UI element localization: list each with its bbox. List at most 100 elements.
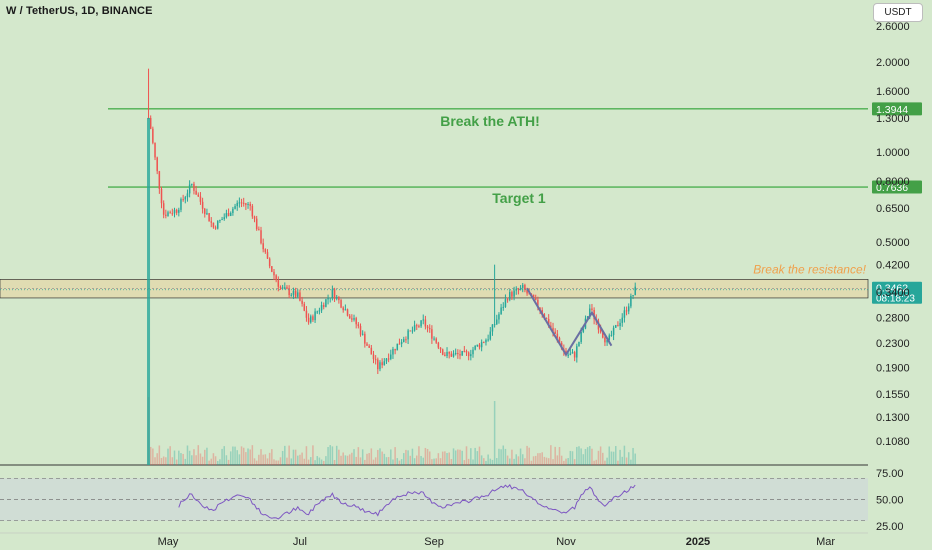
volume-bar bbox=[426, 448, 429, 465]
volume-bar bbox=[424, 447, 427, 465]
candle-body bbox=[519, 287, 522, 290]
candle-body bbox=[487, 339, 489, 341]
volume-bar bbox=[543, 456, 546, 465]
candle-body bbox=[206, 213, 208, 215]
candle-body bbox=[258, 229, 260, 231]
candle-body bbox=[234, 206, 236, 209]
y-tick-label: 0.6500 bbox=[876, 203, 910, 215]
volume-bar bbox=[478, 446, 481, 465]
currency-button[interactable]: USDT bbox=[873, 3, 923, 22]
candle-body bbox=[184, 197, 187, 200]
volume-bar bbox=[325, 456, 327, 465]
volume-bar bbox=[242, 447, 245, 465]
volume-bar bbox=[459, 449, 461, 465]
volume-bar bbox=[199, 453, 202, 465]
volume-bar bbox=[498, 448, 500, 465]
volume-bar bbox=[556, 455, 559, 465]
candle-body bbox=[511, 292, 513, 297]
candle-body bbox=[409, 330, 412, 332]
volume-bar bbox=[195, 455, 197, 465]
candle-body bbox=[576, 346, 578, 358]
candle-body bbox=[294, 290, 297, 297]
candle-body bbox=[329, 297, 331, 299]
candle-body bbox=[158, 171, 161, 189]
volume-bar bbox=[355, 456, 357, 465]
candle-body bbox=[558, 337, 561, 343]
volume-bar bbox=[617, 460, 619, 465]
candle-body bbox=[571, 352, 574, 354]
volume-bar bbox=[219, 459, 221, 465]
volume-bar bbox=[491, 459, 494, 465]
volume-bar bbox=[342, 452, 344, 465]
level-price-text: 0.7636 bbox=[876, 182, 908, 194]
trendline bbox=[526, 287, 613, 357]
candle-body bbox=[223, 217, 225, 220]
volume-bar bbox=[524, 458, 526, 465]
candle-body bbox=[398, 343, 401, 345]
volume-bar bbox=[599, 446, 602, 465]
volume-bar bbox=[420, 455, 422, 465]
volume-bar bbox=[552, 459, 554, 465]
volume-bar bbox=[292, 449, 295, 465]
candle-body bbox=[290, 294, 293, 296]
candle-body bbox=[255, 218, 258, 230]
candle-body bbox=[450, 353, 453, 357]
volume-bar bbox=[435, 458, 437, 465]
volume-bar bbox=[188, 450, 191, 465]
candle-body bbox=[195, 190, 197, 195]
candle-body bbox=[424, 319, 427, 327]
candle-body bbox=[355, 318, 357, 325]
candle-body bbox=[623, 310, 626, 318]
candle-body bbox=[573, 352, 576, 358]
x-tick-label: Nov bbox=[556, 536, 576, 548]
volume-bar bbox=[591, 448, 593, 465]
candle-body bbox=[403, 339, 405, 342]
candle-body bbox=[634, 286, 636, 296]
candle-body bbox=[586, 316, 589, 319]
volume-bar bbox=[284, 445, 286, 465]
volume-bar bbox=[547, 458, 550, 465]
volume-bar bbox=[258, 454, 260, 465]
candle-body bbox=[182, 199, 184, 201]
volume-bar bbox=[320, 459, 323, 465]
chart-title: W / TetherUS, 1D, BINANCE bbox=[6, 5, 153, 17]
volume-bar bbox=[519, 448, 522, 465]
candle-body bbox=[614, 325, 617, 328]
volume-bar bbox=[411, 448, 414, 465]
y-tick-label: 0.2800 bbox=[876, 312, 910, 324]
y-tick-label: 0.1900 bbox=[876, 363, 910, 375]
volume-bar bbox=[418, 446, 420, 465]
candle-body bbox=[521, 285, 524, 288]
volume-bar bbox=[537, 453, 539, 465]
volume-bar bbox=[539, 453, 541, 465]
volume-bar bbox=[310, 457, 312, 465]
candle-body bbox=[580, 331, 582, 342]
volume-bar bbox=[405, 449, 407, 465]
volume-bar bbox=[396, 458, 399, 465]
volume-bar bbox=[329, 445, 331, 465]
volume-bar bbox=[223, 446, 225, 465]
rsi-tick-label: 25.00 bbox=[876, 521, 904, 533]
volume-bar bbox=[232, 446, 234, 465]
level-label: Break the ATH! bbox=[440, 113, 540, 129]
volume-bar bbox=[307, 459, 310, 465]
volume-bar bbox=[630, 459, 632, 465]
volume-bar bbox=[390, 449, 392, 465]
candle-body bbox=[327, 298, 329, 300]
candle-body bbox=[197, 194, 200, 197]
candle-body bbox=[359, 326, 362, 335]
candle-body bbox=[619, 322, 621, 327]
volume-bar bbox=[273, 459, 275, 465]
candle-body bbox=[288, 288, 290, 296]
candle-body bbox=[465, 350, 468, 353]
candle-body bbox=[478, 344, 481, 348]
candle-body bbox=[617, 325, 619, 327]
volume-bar bbox=[178, 450, 180, 465]
volume-bar bbox=[348, 454, 351, 465]
candle-body bbox=[476, 344, 479, 346]
volume-bar bbox=[415, 455, 418, 465]
candle-body bbox=[188, 184, 191, 194]
candle-body bbox=[264, 249, 267, 253]
volume-bar bbox=[584, 448, 587, 465]
